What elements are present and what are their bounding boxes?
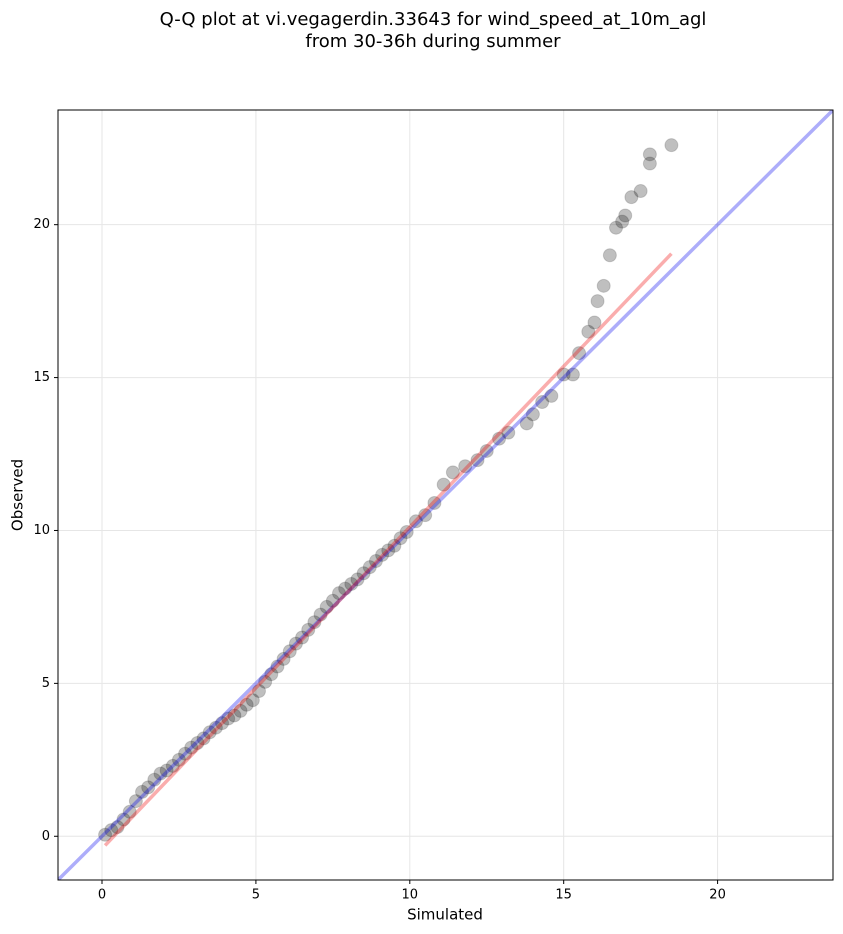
reference-line xyxy=(58,110,833,880)
point xyxy=(590,294,605,309)
point xyxy=(624,190,639,205)
point xyxy=(642,156,657,171)
point xyxy=(375,547,390,562)
x-axis-label: Simulated xyxy=(407,906,483,924)
point xyxy=(393,531,408,546)
point xyxy=(338,581,353,596)
point xyxy=(258,674,273,689)
point xyxy=(307,615,322,630)
point xyxy=(159,763,174,778)
point xyxy=(110,820,125,835)
y-tick-label: 0 xyxy=(42,829,50,844)
point xyxy=(445,465,460,480)
point xyxy=(239,697,254,712)
point xyxy=(381,543,396,558)
point xyxy=(264,667,279,682)
point xyxy=(190,736,205,751)
point xyxy=(116,812,131,827)
point xyxy=(535,395,550,410)
chart-title: Q-Q plot at vi.vegagerdin.33643 for wind… xyxy=(160,9,707,30)
point xyxy=(356,566,371,581)
point xyxy=(519,416,534,431)
x-tick-label: 15 xyxy=(555,888,572,903)
x-tick-label: 5 xyxy=(252,888,260,903)
point xyxy=(325,593,340,608)
y-tick-label: 10 xyxy=(33,523,50,538)
point xyxy=(332,586,347,601)
point xyxy=(387,538,402,553)
point xyxy=(501,425,516,440)
y-axis-label: Observed xyxy=(9,459,27,531)
point xyxy=(492,431,507,446)
point xyxy=(165,758,180,773)
point xyxy=(245,693,260,708)
point xyxy=(470,453,485,468)
point xyxy=(171,752,186,767)
point xyxy=(664,138,679,153)
point xyxy=(544,388,559,403)
point xyxy=(251,684,266,699)
point xyxy=(427,495,442,510)
y-tick-label: 15 xyxy=(33,370,50,385)
point xyxy=(208,720,223,735)
point xyxy=(368,554,383,569)
point xyxy=(602,248,617,263)
point xyxy=(572,346,587,361)
point xyxy=(313,607,328,622)
point xyxy=(581,324,596,339)
chart-title: from 30-36h during summer xyxy=(305,31,561,52)
point xyxy=(479,443,494,458)
point xyxy=(98,827,113,842)
reference-line xyxy=(103,252,673,847)
point xyxy=(556,367,571,382)
point xyxy=(618,208,633,223)
x-tick-label: 10 xyxy=(402,888,419,903)
point xyxy=(565,367,580,382)
point xyxy=(525,407,540,422)
point xyxy=(184,740,199,755)
x-tick-label: 0 xyxy=(98,888,106,903)
point xyxy=(350,572,365,587)
point xyxy=(141,780,156,795)
point xyxy=(104,823,119,838)
point xyxy=(295,630,310,645)
y-tick-label: 5 xyxy=(42,676,50,691)
point xyxy=(344,576,359,591)
point xyxy=(147,772,162,787)
point xyxy=(178,746,193,761)
point xyxy=(270,659,285,674)
point xyxy=(153,766,168,781)
point xyxy=(202,725,217,740)
point xyxy=(282,644,297,659)
point xyxy=(233,703,248,718)
point xyxy=(587,315,602,330)
point xyxy=(135,784,150,799)
point xyxy=(399,525,414,540)
point xyxy=(221,711,236,726)
point xyxy=(362,560,377,575)
point xyxy=(128,794,143,809)
point xyxy=(609,220,624,235)
point xyxy=(596,278,611,293)
point xyxy=(633,184,648,199)
point xyxy=(319,599,334,614)
point xyxy=(227,708,242,723)
point xyxy=(436,477,451,492)
y-tick-label: 20 xyxy=(33,217,50,232)
point xyxy=(288,636,303,651)
point xyxy=(122,804,137,819)
point xyxy=(458,459,473,474)
point xyxy=(276,651,291,666)
point xyxy=(642,147,657,162)
point xyxy=(615,214,630,229)
point xyxy=(418,508,433,523)
point xyxy=(301,622,316,637)
point xyxy=(408,514,423,529)
point xyxy=(196,731,211,746)
plot-frame xyxy=(57,109,834,881)
point xyxy=(215,716,230,731)
x-tick-label: 20 xyxy=(709,888,726,903)
